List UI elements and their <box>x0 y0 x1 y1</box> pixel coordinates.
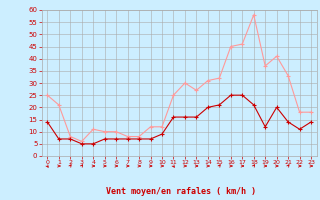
Text: Vent moyen/en rafales ( km/h ): Vent moyen/en rafales ( km/h ) <box>106 187 256 196</box>
